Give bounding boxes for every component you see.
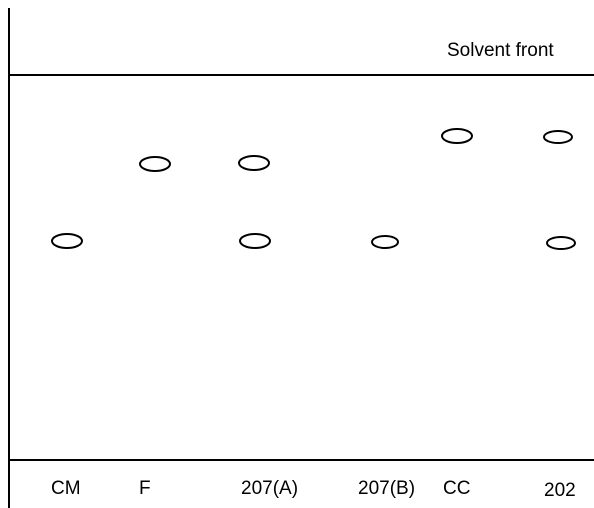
spot-cc-1 <box>441 128 473 144</box>
spot-202-2 <box>546 236 576 250</box>
spot-f-1 <box>139 156 171 172</box>
spot-202-1 <box>543 130 573 144</box>
spots <box>51 128 576 250</box>
spot-207b-1 <box>371 235 399 249</box>
lane-label-207b: 207(B) <box>358 478 415 499</box>
lane-label-cm: CM <box>51 478 81 499</box>
solvent-front-label: Solvent front <box>447 40 554 61</box>
lane-label-207a: 207(A) <box>241 478 298 499</box>
spot-cm-1 <box>51 233 83 249</box>
lane-label-cc: CC <box>443 478 470 499</box>
spot-207a-2 <box>239 233 271 249</box>
lane-label-202: 202 <box>544 480 576 501</box>
lane-labels: CM F 207(A) 207(B) CC 202 <box>51 478 576 501</box>
lane-label-f: F <box>139 478 151 499</box>
spot-207a-1 <box>238 155 270 171</box>
